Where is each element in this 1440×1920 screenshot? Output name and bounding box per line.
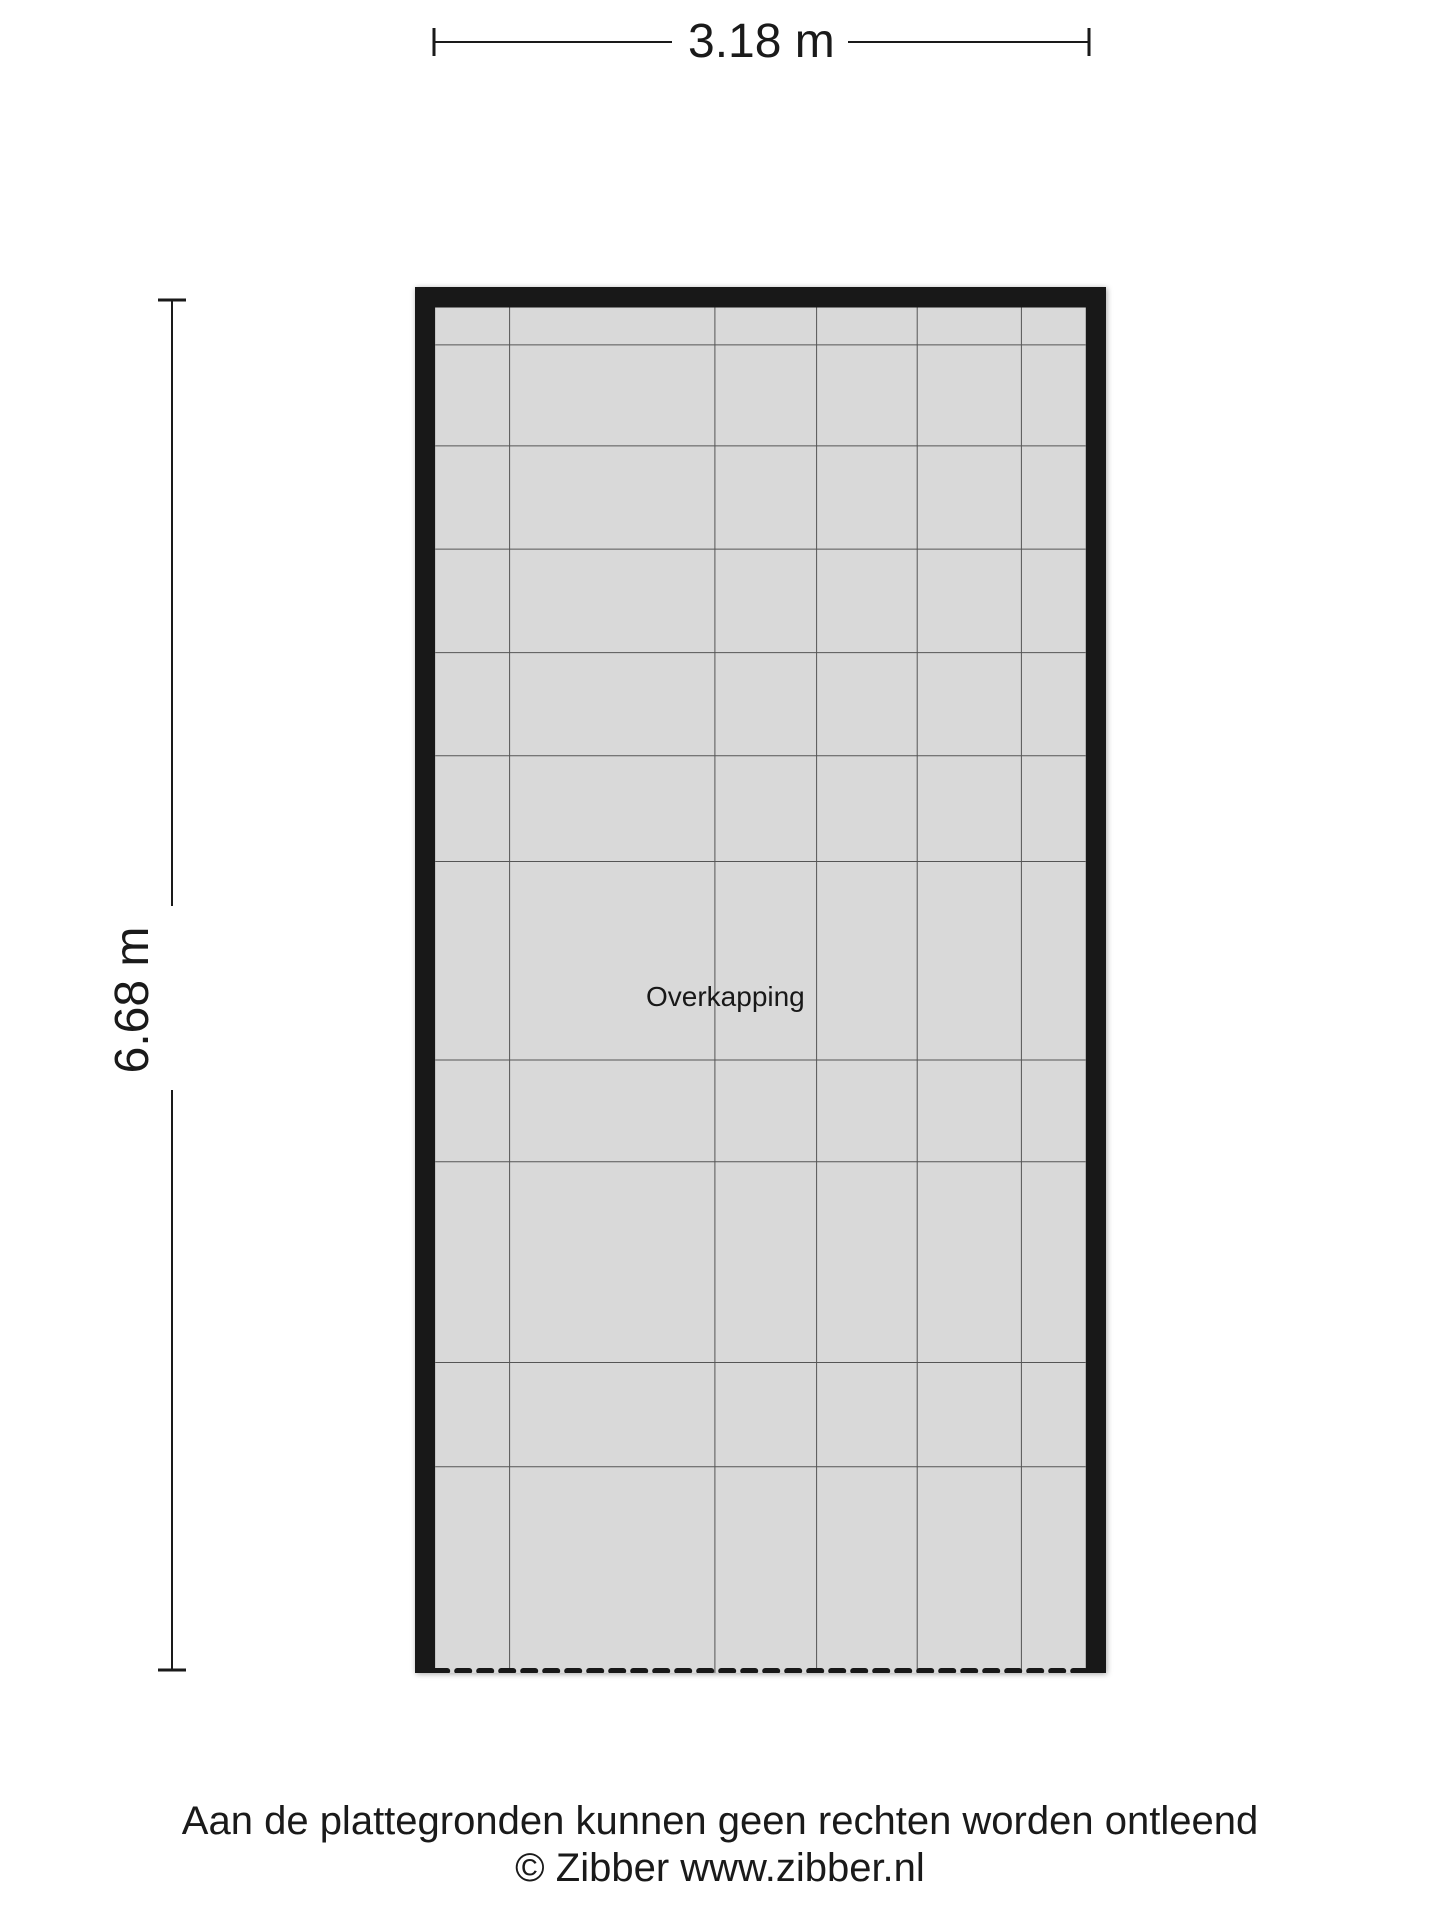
svg-text:3.18 m: 3.18 m [688, 15, 835, 68]
svg-text:6.68 m: 6.68 m [106, 927, 159, 1074]
svg-text:Overkapping: Overkapping [646, 981, 805, 1012]
